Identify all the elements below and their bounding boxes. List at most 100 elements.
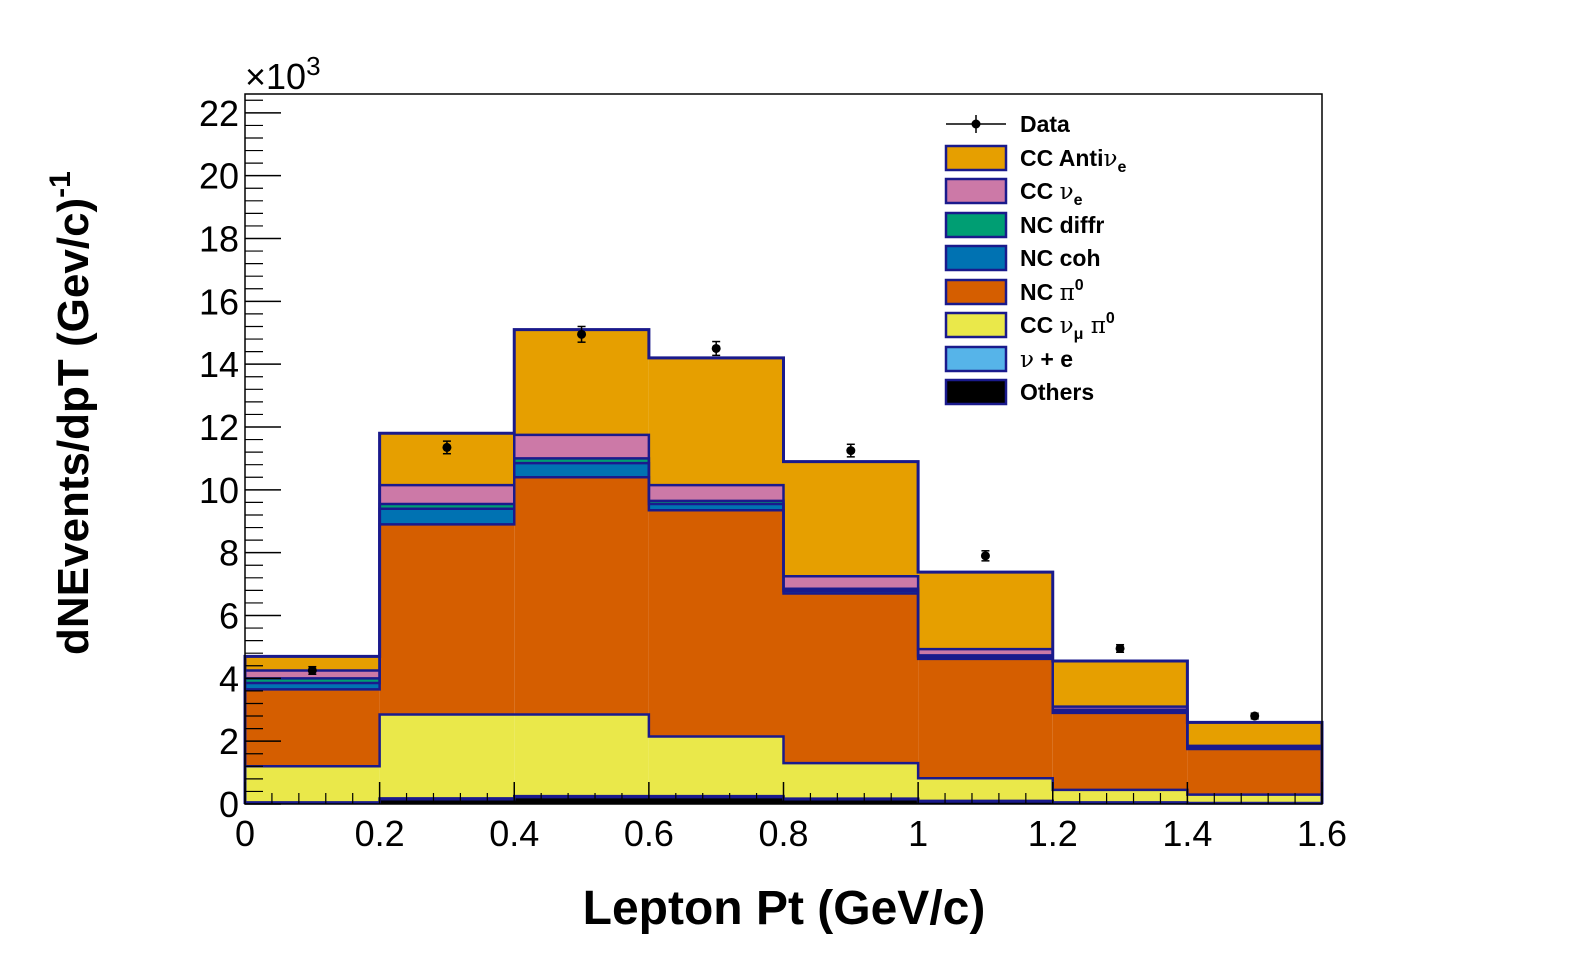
legend-label-part: ν	[1020, 347, 1034, 373]
bar-cc-anti-e-bin-6	[1052, 661, 1188, 707]
x-tick-label: 0.4	[489, 813, 539, 854]
data-point	[980, 551, 990, 561]
bar-cc-0-bin-5	[918, 778, 1053, 801]
y-tick-label: 4	[219, 658, 239, 699]
bar-cc-0-bin-6	[1052, 789, 1188, 803]
x-tick-label: 0.6	[624, 813, 674, 854]
legend-label-part: e	[1074, 192, 1083, 209]
legend-label: CC Antiνe	[1020, 145, 1126, 176]
bar-nc-diffr-bin-1	[379, 503, 515, 509]
outline-cc-0	[245, 713, 1322, 796]
bar-cc-0-bin-0	[245, 766, 380, 803]
histogram-bars	[245, 329, 1322, 804]
bar-nc-0-bin-1	[379, 524, 515, 715]
legend-swatch	[944, 278, 1008, 306]
bar-cc-anti-e-bin-7	[1187, 722, 1322, 746]
outline-total	[243, 328, 1324, 804]
legend-label-part: e	[1117, 159, 1126, 176]
y-tick-label: 16	[199, 281, 239, 322]
legend-swatch	[944, 244, 1008, 272]
bar-nc-0-bin-4	[783, 593, 919, 764]
data-point	[577, 329, 587, 339]
x-tick-label: 0.8	[758, 813, 808, 854]
legend-label: CC νμ π0	[1020, 310, 1115, 343]
legend-label-part: CC Anti	[1020, 145, 1103, 171]
bar-cc-e-bin-1	[379, 485, 515, 504]
bar-nc-diffr-bin-3	[648, 500, 784, 504]
legend-label-part: NC diffr	[1020, 212, 1104, 238]
legend-swatch	[944, 345, 1008, 373]
legend-swatch	[944, 177, 1008, 205]
legend-label: NC diffr	[1020, 212, 1104, 238]
legend-swatch	[944, 378, 1008, 406]
legend-label-part: Data	[1020, 111, 1070, 137]
bar-nc-diffr-bin-2	[514, 458, 649, 464]
y-axis-title: dNEvents/dpT (Gev/c)-1	[44, 171, 98, 655]
y-tick-label: 12	[199, 407, 239, 448]
bar-nc-0-bin-3	[648, 510, 784, 737]
legend-swatch	[944, 211, 1008, 239]
legend-label-part: ν	[1060, 179, 1074, 205]
bar-nc-0-bin-2	[514, 477, 649, 715]
bar-others-bin-1	[379, 799, 515, 804]
legend-swatch	[944, 144, 1008, 172]
bar-nc-coh-bin-2	[514, 463, 649, 478]
legend-label: NC π0	[1020, 277, 1084, 306]
legend-label: NC coh	[1020, 245, 1101, 271]
bar-nc-coh-bin-3	[648, 503, 784, 511]
bar-cc-anti-e-bin-4	[783, 461, 919, 577]
legend-label-part: CC	[1020, 178, 1060, 204]
bar-cc-e-bin-4	[783, 576, 919, 589]
y-tick-label: 8	[219, 533, 239, 574]
bar-nc-diffr-bin-0	[245, 678, 380, 684]
bar-cc-0-bin-7	[1187, 794, 1322, 804]
bar-others-bin-3	[648, 797, 784, 804]
legend-marker-point	[971, 119, 981, 129]
legend-label-part: NC coh	[1020, 245, 1101, 271]
y-tick-label: 6	[219, 596, 239, 637]
bar-nc-0-bin-0	[245, 689, 380, 767]
data-point	[442, 442, 452, 452]
bar-others-bin-2	[514, 797, 649, 804]
legend-label-part: ν	[1060, 313, 1074, 339]
x-tick-label: 0	[235, 813, 255, 854]
histogram-outlines	[243, 328, 1324, 805]
bar-cc-e-bin-5	[918, 649, 1053, 656]
x-tick-label: 1.6	[1297, 813, 1347, 854]
bar-nc-0-bin-7	[1187, 749, 1322, 795]
data-point	[1250, 711, 1260, 721]
y-tick-label: 22	[199, 93, 239, 134]
bar-nc-coh-bin-0	[245, 683, 380, 690]
y-tick-label: 0	[219, 784, 239, 825]
y-tick-label: 2	[219, 721, 239, 762]
x-tick-label: 0.2	[355, 813, 405, 854]
bar-nc-coh-bin-4	[783, 591, 919, 594]
bar-others-bin-5	[918, 801, 1053, 804]
x-tick-label: 1	[908, 813, 928, 854]
bar-cc-anti-e-bin-0	[245, 656, 380, 671]
y-tick-label: 20	[199, 156, 239, 197]
axis-ticks: 0 2 4 6 8 10 12 14 16 18 20 22 0 0.2 0.4 0.6 0.8 1 1.2 1.4 1…	[199, 93, 1347, 854]
bar-nc-coh-bin-1	[379, 508, 515, 525]
bar-cc-e-bin-3	[648, 485, 784, 501]
y-multiplier: ×103	[245, 51, 321, 97]
legend-label-part: ν	[1103, 146, 1117, 172]
legend-label: Others	[1020, 379, 1094, 405]
bar-others-bin-4	[783, 799, 919, 804]
legend-label-part: CC	[1020, 312, 1060, 338]
legend-label: Data	[1020, 111, 1070, 137]
legend-label-part: π	[1083, 313, 1105, 339]
data-point	[846, 446, 856, 456]
legend-label-part: NC	[1020, 279, 1060, 305]
legend-swatch	[944, 311, 1008, 339]
legend-label: ν + e	[1020, 346, 1073, 373]
bar-cc-anti-e-bin-5	[918, 572, 1053, 650]
y-tick-label: 18	[199, 219, 239, 260]
bar-cc-0-bin-3	[648, 736, 784, 797]
bar-nc-0-bin-6	[1052, 712, 1188, 790]
legend-label-part: μ	[1074, 326, 1084, 343]
legend-label-part: 0	[1106, 310, 1115, 327]
legend-label-part: + e	[1034, 346, 1073, 372]
